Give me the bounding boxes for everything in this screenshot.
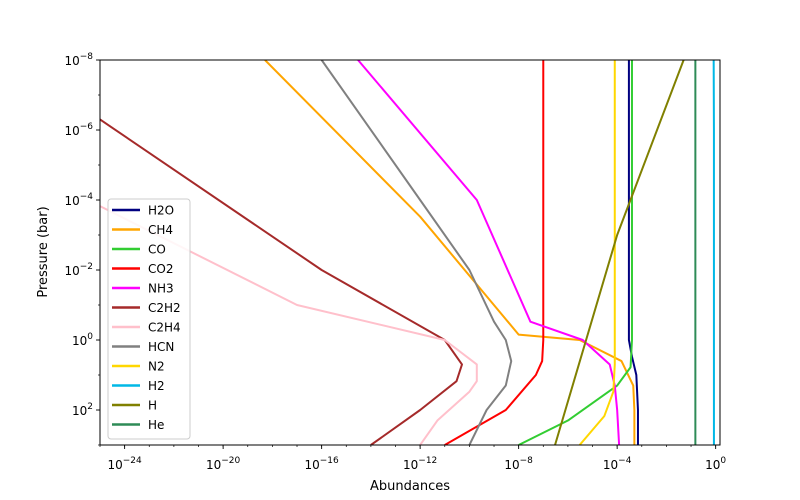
series-line-h bbox=[554, 60, 685, 445]
y-tick-label: 10−8 bbox=[64, 52, 93, 68]
legend-label-ch4: CH4 bbox=[148, 223, 173, 237]
y-tick-label: 10−6 bbox=[64, 122, 93, 138]
x-tick-label: 10−8 bbox=[504, 456, 533, 472]
x-tick-label: 10−20 bbox=[206, 456, 241, 472]
legend-label-nh3: NH3 bbox=[148, 282, 174, 296]
legend-label-co2: CO2 bbox=[148, 262, 173, 276]
x-axis-title: Abundances bbox=[370, 479, 450, 494]
legend-label-h: H bbox=[148, 399, 157, 413]
x-tick-label: 10−16 bbox=[304, 456, 339, 472]
x-tick-label: 100 bbox=[705, 456, 726, 472]
legend-label-h2: H2 bbox=[148, 379, 165, 393]
x-tick-label: 10−24 bbox=[107, 456, 142, 472]
series-line-n2 bbox=[578, 60, 616, 445]
y-tick-label: 10−4 bbox=[64, 192, 93, 208]
series-line-nh3 bbox=[357, 60, 621, 445]
legend-label-n2: N2 bbox=[148, 360, 165, 374]
x-tick-label: 10−12 bbox=[403, 456, 437, 472]
legend-label-c2h4: C2H4 bbox=[148, 321, 181, 335]
series-line-co bbox=[518, 60, 633, 445]
y-axis: 10−8 10−6 10−4 10−2 100 102 bbox=[64, 52, 100, 446]
legend-label-c2h2: C2H2 bbox=[148, 301, 181, 315]
legend-box bbox=[107, 198, 191, 440]
x-tick-label: 10−4 bbox=[603, 456, 632, 472]
legend: H2O CH4 CO CO2 NH3 C2H2 C2H4 HCN N2 H2 H He bbox=[107, 198, 191, 440]
y-tick-label: 10−2 bbox=[64, 262, 93, 278]
series-line-hcn bbox=[320, 60, 513, 445]
series-line-co2 bbox=[444, 60, 545, 445]
plot-frame bbox=[99, 59, 721, 446]
legend-label-co: CO bbox=[148, 243, 166, 257]
y-tick-label: 100 bbox=[72, 332, 93, 348]
series-line-c2h4 bbox=[100, 205, 478, 445]
x-axis: 10−24 10−20 10−16 10−12 10−8 10−4 100 bbox=[99, 445, 726, 472]
y-axis-title: Pressure (bar) bbox=[36, 206, 51, 297]
legend-label-hcn: HCN bbox=[148, 340, 174, 354]
y-tick-label: 102 bbox=[72, 402, 93, 418]
series-line-ch4 bbox=[264, 60, 636, 445]
legend-label-h2o: H2O bbox=[148, 204, 174, 218]
series-layer bbox=[100, 60, 715, 445]
legend-label-he: He bbox=[148, 418, 164, 432]
series-line-c2h2 bbox=[100, 118, 463, 445]
